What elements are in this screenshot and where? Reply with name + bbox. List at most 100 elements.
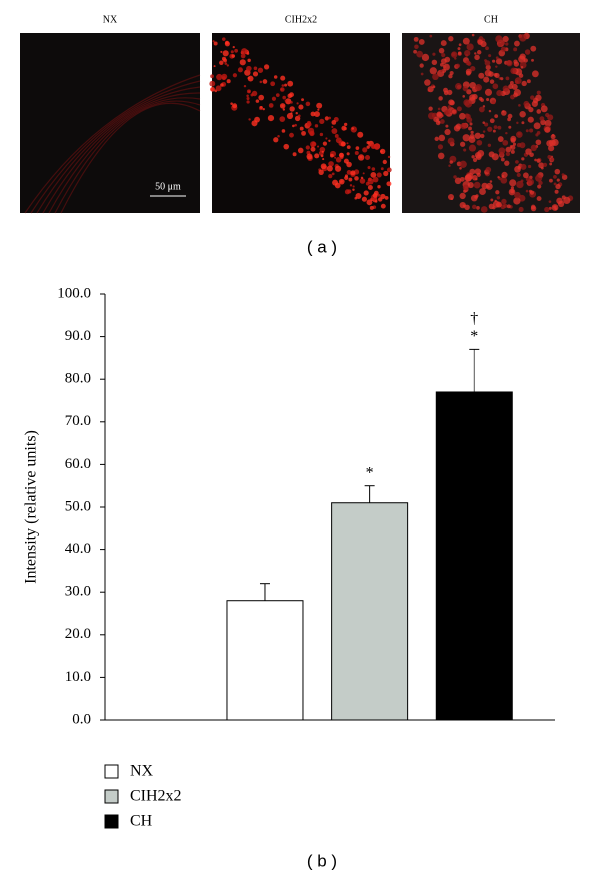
cell	[481, 182, 488, 190]
cell	[548, 206, 552, 210]
cell	[212, 40, 215, 43]
image-label: CH	[484, 14, 498, 25]
cell	[382, 159, 387, 165]
cell	[348, 177, 353, 182]
cell	[224, 62, 228, 65]
cell	[230, 50, 234, 54]
annotation: †	[470, 310, 478, 327]
cell	[473, 181, 481, 189]
fiber	[42, 92, 201, 214]
cell	[447, 137, 455, 145]
cell	[213, 41, 218, 46]
cell	[246, 89, 251, 94]
cell	[367, 166, 371, 170]
cell	[553, 174, 557, 179]
cell	[470, 130, 474, 134]
cell	[380, 167, 384, 171]
cell	[387, 155, 391, 159]
cell	[246, 94, 249, 98]
cell	[343, 122, 348, 127]
cell	[500, 46, 507, 52]
cell	[362, 147, 368, 153]
cell	[496, 201, 502, 208]
cell	[544, 126, 551, 133]
cell	[455, 63, 461, 69]
cell	[538, 180, 543, 186]
cell	[531, 58, 534, 62]
cell	[289, 106, 295, 112]
cell	[349, 184, 353, 187]
cell	[519, 111, 526, 118]
cell	[495, 58, 503, 65]
cell	[510, 144, 516, 151]
cell	[519, 53, 526, 60]
cell	[259, 106, 263, 109]
cell	[443, 87, 449, 93]
cell	[536, 158, 541, 163]
cell	[221, 56, 227, 61]
cell	[464, 100, 473, 108]
cell	[471, 155, 475, 159]
bar	[331, 502, 409, 721]
cell	[495, 190, 500, 195]
cell	[469, 168, 476, 175]
cell	[424, 79, 431, 86]
cell	[232, 103, 238, 109]
cell	[447, 105, 451, 109]
cell	[466, 43, 474, 51]
cell	[493, 125, 498, 130]
cell	[510, 189, 515, 194]
cell	[338, 178, 345, 185]
y-tick-label: 60.0	[65, 456, 91, 472]
cell	[316, 102, 323, 109]
y-tick-label: 70.0	[65, 413, 91, 429]
cell	[497, 136, 504, 142]
cell	[209, 80, 216, 87]
cell	[493, 72, 498, 77]
cell	[444, 128, 451, 136]
cell	[283, 143, 290, 150]
cell	[494, 114, 499, 119]
cell	[234, 48, 238, 53]
cell	[246, 52, 250, 55]
cell	[514, 191, 521, 199]
cell	[460, 141, 466, 147]
cell	[503, 203, 508, 209]
cell	[465, 113, 471, 120]
cell	[216, 73, 223, 81]
cell	[556, 197, 563, 205]
cell	[350, 126, 358, 133]
cell	[222, 50, 229, 57]
bar	[226, 600, 304, 721]
legend-label: CH	[130, 813, 153, 830]
cell	[465, 60, 471, 66]
cell	[474, 52, 477, 55]
cell	[437, 120, 441, 124]
cell	[305, 101, 311, 107]
cell	[510, 137, 516, 143]
cell	[527, 164, 532, 169]
cell	[478, 96, 483, 101]
cell	[277, 134, 280, 138]
cell	[510, 186, 515, 190]
cell	[483, 76, 490, 83]
cell	[352, 188, 355, 191]
cell	[341, 125, 347, 131]
cell	[488, 151, 495, 158]
cell	[332, 179, 339, 186]
cell	[355, 146, 360, 150]
bar	[435, 391, 513, 721]
cell	[500, 157, 505, 162]
cell	[496, 90, 503, 97]
cell	[488, 71, 494, 77]
cell	[295, 111, 298, 115]
cell	[427, 86, 434, 93]
cell	[482, 105, 486, 108]
cell	[472, 93, 478, 100]
cell	[334, 156, 337, 159]
cell	[459, 192, 466, 200]
cell	[432, 52, 436, 56]
cell	[490, 198, 494, 202]
cell	[513, 61, 520, 67]
